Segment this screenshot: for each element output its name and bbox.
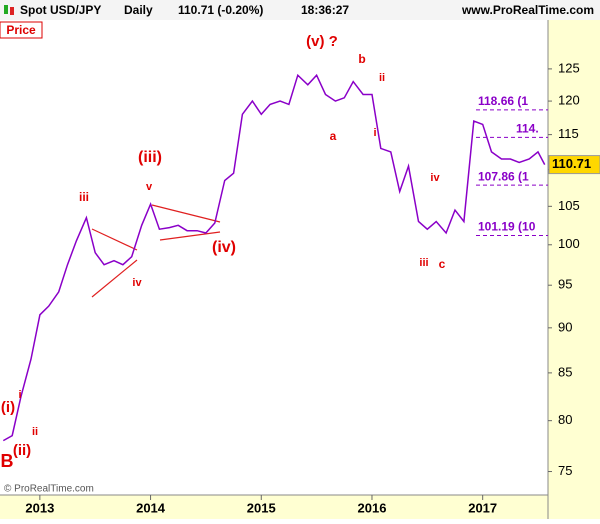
wave-label: (iii) [138, 149, 162, 166]
y-tick-label: 90 [558, 319, 572, 334]
x-axis-bg [0, 495, 600, 519]
y-tick-label: 85 [558, 364, 572, 379]
wave-label: i [373, 127, 376, 139]
y-tick-label: 115 [558, 126, 579, 141]
wave-label: (v) ? [306, 33, 338, 50]
y-tick-label: 105 [558, 198, 580, 213]
icon [10, 7, 14, 15]
wave-label: (ii) [13, 442, 31, 459]
time: 18:36:27 [301, 3, 349, 17]
x-tick-label: 2015 [247, 500, 276, 515]
wave-label: b [358, 52, 365, 66]
panel-label: Price [6, 23, 36, 37]
icon [4, 5, 8, 14]
level-label: 101.19 (10 [478, 220, 536, 234]
wave-label: iv [430, 172, 440, 184]
level-label: 114. [516, 122, 539, 136]
wave-label: (iv) [212, 239, 236, 256]
y-tick-label: 125 [558, 60, 580, 75]
y-tick-label: 80 [558, 412, 572, 427]
trendlines [91, 204, 221, 298]
wave-label: a [330, 129, 337, 143]
level-label: 118.66 (1 [478, 94, 528, 108]
site: www.ProRealTime.com [461, 3, 594, 17]
symbol: Spot USD/JPY [20, 3, 101, 17]
wave-label: iv [132, 277, 142, 289]
footer: © ProRealTime.com [4, 484, 94, 495]
wave-label: v [146, 181, 153, 193]
level-label: 107.86 (1 [478, 169, 529, 183]
y-tick-label: 95 [558, 277, 572, 292]
y-tick-label: 100 [558, 236, 580, 251]
wave-label: i [18, 389, 21, 401]
panel-label-box [0, 21, 43, 39]
price-line [2, 73, 546, 442]
last-price-box [548, 155, 600, 175]
x-tick-label: 2013 [25, 500, 54, 515]
y-tick-label: 120 [558, 93, 580, 108]
quote: 110.71 (-0.20%) [178, 3, 263, 17]
x-tick-label: 2017 [468, 500, 497, 515]
wave-label: iii [79, 190, 89, 204]
header-bar [0, 0, 600, 20]
y-axis-bg [548, 20, 600, 519]
x-tick-label: 2016 [358, 500, 387, 515]
wave-label: c [439, 257, 446, 271]
wave-label: (i) [1, 399, 15, 416]
period: Daily [124, 3, 153, 17]
wave-label: iii [419, 257, 428, 269]
wave-label: ii [379, 72, 385, 84]
y-tick-label: 75 [558, 463, 572, 478]
wave-label: ii [32, 426, 38, 438]
wave-label: B [1, 451, 14, 471]
x-tick-label: 2014 [136, 500, 166, 515]
last-price-label: 110.71 [552, 156, 591, 171]
